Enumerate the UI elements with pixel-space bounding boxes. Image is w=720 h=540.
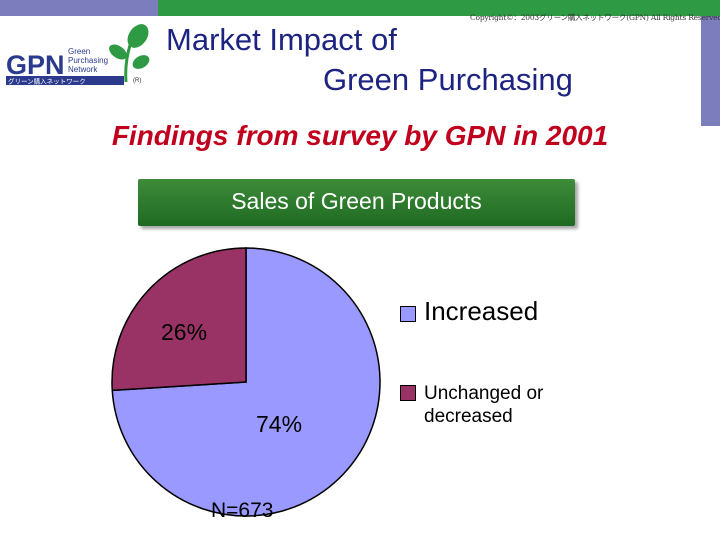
- legend-swatch-increased: [400, 306, 416, 322]
- logo-line1: Green: [68, 47, 90, 56]
- legend-swatch-unchanged: [400, 385, 416, 401]
- logo-line2: Purchasing: [68, 56, 108, 65]
- logo-mark: GPN: [6, 50, 65, 80]
- top-accent-bar-green: [158, 0, 720, 16]
- leaf-sprout-icon: [109, 24, 150, 83]
- pie-label-unchanged: 26%: [161, 319, 207, 345]
- chart-title: Sales of Green Products: [231, 188, 482, 214]
- logo-line3: Network: [68, 65, 98, 74]
- logo-reg: (R): [133, 78, 141, 84]
- page-subtitle: Findings from survey by GPN in 2001: [111, 120, 609, 151]
- gpn-logo: GPN Green Purchasing Network グリーン購入ネットワー…: [6, 24, 150, 86]
- legend-label-increased: Increased: [424, 296, 539, 326]
- sample-size-note: N=673: [211, 499, 274, 522]
- legend-label-unchanged: Unchanged or decreased: [424, 383, 544, 427]
- page-title-line1: Market Impact of: [166, 22, 397, 57]
- top-accent-bar-blue: [0, 0, 158, 16]
- copyright-notice: Copyright©：2003グリーン購入ネットワーク(GPN) All Rig…: [470, 13, 720, 22]
- right-accent-bar: [701, 16, 720, 126]
- chart-title-banner: [138, 179, 575, 226]
- logo-jp: グリーン購入ネットワーク: [8, 77, 86, 86]
- pie-slice-unchanged: [111, 247, 247, 392]
- pie-label-increased: 74%: [256, 411, 302, 437]
- page-title-line2: Green Purchasing: [323, 62, 573, 97]
